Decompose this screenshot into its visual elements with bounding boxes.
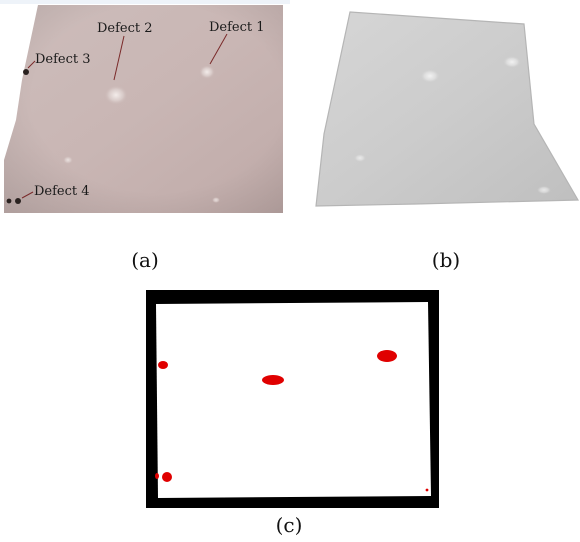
- panel-a-photo: Defect 2 Defect 1 Defect 3 Defect 4: [0, 0, 290, 220]
- detected-defect-4: [162, 472, 172, 482]
- surface-render: [315, 11, 580, 207]
- mesh-bump-2: [503, 56, 521, 68]
- map-region: [156, 302, 431, 498]
- defect-4-leader: [21, 191, 34, 199]
- defect-3-hole: [23, 69, 29, 75]
- panel-b-render: [298, 4, 580, 220]
- detected-defect-2: [262, 375, 284, 385]
- defect-4-label: Defect 4: [34, 184, 90, 199]
- caption-c: (c): [275, 513, 303, 537]
- defect-3-leader: [27, 60, 36, 69]
- defect-3-label: Defect 3: [35, 52, 91, 67]
- defect-1-leader: [209, 33, 228, 65]
- caption-a: (a): [131, 248, 159, 272]
- defect-map: [146, 290, 439, 508]
- defect-1-label: Defect 1: [209, 20, 265, 35]
- defect-2-bump: [104, 85, 128, 105]
- detected-defect-1: [377, 350, 397, 362]
- defect-2-label: Defect 2: [97, 21, 153, 36]
- photo-top-strip: [0, 0, 290, 4]
- mesh-surface: [315, 11, 580, 207]
- panel-c-defect-map: [146, 290, 439, 508]
- defect-4-hole: [15, 198, 21, 204]
- plate-photo: Defect 2 Defect 1 Defect 3 Defect 4: [0, 0, 290, 213]
- defect-1-bump: [199, 65, 215, 79]
- caption-b: (b): [431, 248, 461, 272]
- defect-2-leader: [113, 35, 125, 81]
- detected-defect-3: [158, 361, 168, 369]
- mesh-bump-1: [420, 69, 440, 83]
